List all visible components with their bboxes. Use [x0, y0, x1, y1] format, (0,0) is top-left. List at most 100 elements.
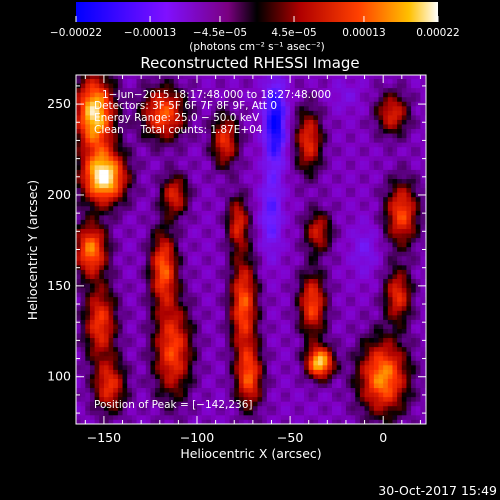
heatmap-cell [262, 351, 268, 357]
heatmap-cell [220, 292, 226, 298]
heatmap-cell [257, 246, 263, 252]
heatmap-cell [220, 119, 226, 125]
heatmap-cell [345, 174, 351, 180]
heatmap-cell [103, 383, 109, 389]
heatmap-cell [155, 183, 161, 189]
heatmap-cell [229, 174, 235, 180]
heatmap-cell [262, 146, 268, 152]
heatmap-cell [94, 324, 100, 329]
heatmap-cell [178, 260, 184, 266]
heatmap-cell [350, 114, 356, 120]
heatmap-cell [103, 160, 109, 166]
heatmap-cell [145, 142, 151, 148]
heatmap-cell [178, 224, 184, 229]
heatmap-cell [299, 301, 305, 307]
heatmap-cell [318, 296, 324, 302]
heatmap-cell [350, 328, 356, 334]
heatmap-cell [327, 192, 333, 198]
heatmap-cell [117, 87, 123, 93]
heatmap-cell [210, 274, 217, 279]
heatmap-cell [89, 269, 96, 275]
heatmap-cell [131, 269, 137, 275]
heatmap-cell [145, 328, 151, 334]
heatmap-cell [192, 233, 198, 239]
heatmap-cell [192, 169, 198, 175]
heatmap-cell [238, 283, 244, 289]
heatmap-cell [234, 310, 240, 316]
heatmap-cell [234, 169, 240, 175]
heatmap-cell [271, 87, 277, 93]
heatmap-cell [197, 301, 203, 307]
heatmap-cell [192, 401, 198, 407]
heatmap-cell [318, 160, 324, 166]
heatmap-cell [169, 396, 175, 402]
heatmap-cell [136, 224, 142, 229]
heatmap-cell [299, 237, 305, 243]
heatmap-cell [262, 419, 268, 424]
heatmap-cell [331, 401, 338, 407]
heatmap-cell [262, 287, 268, 293]
heatmap-cell [85, 155, 91, 161]
heatmap-cell [80, 369, 86, 375]
heatmap-cell [224, 105, 230, 111]
heatmap-cell [164, 374, 170, 379]
heatmap-cell [336, 314, 342, 320]
heatmap-cell [215, 124, 221, 130]
heatmap-cell [369, 224, 375, 229]
heatmap-cell [369, 92, 375, 98]
heatmap-cell [327, 187, 333, 193]
heatmap-cell [257, 410, 263, 416]
heatmap-cell [262, 183, 268, 189]
heatmap-cell [313, 310, 319, 316]
heatmap-cell [322, 92, 328, 98]
heatmap-cell [271, 124, 277, 130]
heatmap-cell [350, 164, 356, 170]
heatmap-cell [80, 78, 86, 84]
heatmap-cell [122, 264, 128, 270]
heatmap-cell [192, 314, 198, 320]
heatmap-cell [131, 228, 137, 234]
heatmap-cell [355, 287, 361, 293]
heatmap-cell [234, 319, 240, 325]
heatmap-cell [373, 296, 379, 302]
heatmap-cell [355, 324, 361, 329]
heatmap-cell [220, 133, 226, 139]
heatmap-cell [192, 192, 198, 198]
heatmap-cell [85, 301, 91, 307]
heatmap-cell [262, 196, 268, 202]
heatmap-cell [155, 246, 161, 252]
heatmap-cell [159, 137, 165, 143]
heatmap-cell [224, 233, 230, 239]
heatmap-cell [113, 160, 119, 166]
heatmap-cell [192, 396, 198, 402]
heatmap-cell [322, 414, 328, 420]
heatmap-cell [331, 124, 338, 130]
heatmap-cell [285, 137, 291, 143]
heatmap-cell [294, 364, 300, 370]
heatmap-cell [355, 92, 361, 98]
heatmap-cell [164, 328, 170, 334]
heatmap-cell [294, 142, 300, 148]
heatmap-cell [341, 183, 347, 189]
heatmap-cell [197, 205, 203, 211]
heatmap-cell [141, 124, 147, 130]
heatmap-cell [331, 224, 338, 229]
heatmap-cell [80, 324, 86, 329]
heatmap-cell [113, 78, 119, 84]
heatmap-cell [122, 224, 128, 229]
heatmap-cell [164, 269, 170, 275]
heatmap-cell [173, 214, 179, 220]
heatmap-cell [341, 292, 347, 298]
heatmap-cell [80, 196, 86, 202]
heatmap-cell [215, 296, 221, 302]
heatmap-cell [271, 296, 277, 302]
heatmap-cell [364, 201, 370, 207]
heatmap-cell [136, 396, 142, 402]
heatmap-cell [304, 78, 310, 84]
heatmap-cell [229, 128, 235, 134]
heatmap-cell [192, 228, 198, 234]
heatmap-cell [145, 78, 151, 84]
heatmap-cell [280, 387, 286, 393]
heatmap-cell [322, 142, 328, 148]
heatmap-cell [197, 124, 203, 130]
